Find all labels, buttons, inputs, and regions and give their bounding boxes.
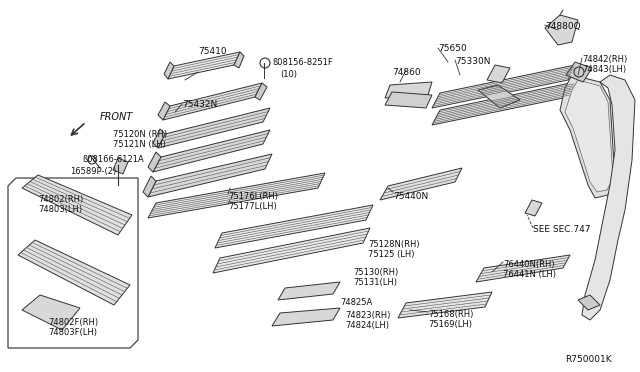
Text: 75130(RH): 75130(RH) bbox=[353, 268, 398, 277]
Polygon shape bbox=[487, 65, 510, 83]
Polygon shape bbox=[380, 168, 462, 200]
Polygon shape bbox=[213, 228, 370, 273]
Polygon shape bbox=[385, 82, 432, 98]
Polygon shape bbox=[148, 173, 325, 218]
Polygon shape bbox=[22, 175, 132, 235]
Polygon shape bbox=[278, 282, 340, 300]
Text: 75650: 75650 bbox=[438, 44, 467, 53]
Text: 75177L(LH): 75177L(LH) bbox=[228, 202, 276, 211]
Text: R750001K: R750001K bbox=[565, 355, 612, 364]
Text: 76441N (LH): 76441N (LH) bbox=[503, 270, 556, 279]
Text: 74824(LH): 74824(LH) bbox=[345, 321, 389, 330]
Text: 74843(LH): 74843(LH) bbox=[582, 65, 626, 74]
Polygon shape bbox=[432, 65, 575, 108]
Polygon shape bbox=[143, 176, 156, 197]
Polygon shape bbox=[255, 83, 267, 100]
Polygon shape bbox=[22, 295, 80, 330]
Polygon shape bbox=[153, 130, 270, 172]
Polygon shape bbox=[478, 85, 520, 108]
Text: 75176L(RH): 75176L(RH) bbox=[228, 192, 278, 201]
Text: 75440N: 75440N bbox=[393, 192, 428, 201]
Text: 75125 (LH): 75125 (LH) bbox=[368, 250, 415, 259]
Polygon shape bbox=[432, 82, 575, 125]
Text: 75410: 75410 bbox=[198, 47, 227, 56]
Text: 75121N (LH): 75121N (LH) bbox=[113, 140, 166, 149]
Text: 74823(RH): 74823(RH) bbox=[345, 311, 390, 320]
Text: 74842(RH): 74842(RH) bbox=[582, 55, 627, 64]
Text: 16589P-(2): 16589P-(2) bbox=[70, 167, 116, 176]
Polygon shape bbox=[476, 255, 570, 282]
Text: 74802(RH): 74802(RH) bbox=[38, 195, 83, 204]
Polygon shape bbox=[18, 240, 130, 305]
Polygon shape bbox=[560, 75, 615, 198]
Text: SEE SEC.747: SEE SEC.747 bbox=[533, 225, 591, 234]
Polygon shape bbox=[168, 52, 240, 79]
Polygon shape bbox=[148, 152, 161, 172]
Text: 75169(LH): 75169(LH) bbox=[428, 320, 472, 329]
Polygon shape bbox=[545, 15, 578, 45]
Text: 75432N: 75432N bbox=[182, 100, 217, 109]
Polygon shape bbox=[578, 295, 600, 310]
Text: FRONT: FRONT bbox=[100, 112, 133, 122]
Polygon shape bbox=[163, 83, 262, 120]
Text: 74825A: 74825A bbox=[340, 298, 372, 307]
Text: 74802F(RH): 74802F(RH) bbox=[48, 318, 98, 327]
Polygon shape bbox=[164, 62, 174, 79]
Text: 75168(RH): 75168(RH) bbox=[428, 310, 474, 319]
Text: ß08156-8251F: ß08156-8251F bbox=[272, 58, 333, 67]
Polygon shape bbox=[158, 108, 270, 148]
Text: 75120N (RH): 75120N (RH) bbox=[113, 130, 167, 139]
Polygon shape bbox=[582, 75, 635, 320]
Polygon shape bbox=[385, 92, 432, 108]
Polygon shape bbox=[158, 102, 170, 120]
Text: 74860: 74860 bbox=[392, 68, 420, 77]
Polygon shape bbox=[153, 129, 165, 148]
Polygon shape bbox=[272, 308, 340, 326]
Polygon shape bbox=[148, 154, 272, 197]
Polygon shape bbox=[113, 158, 128, 174]
Polygon shape bbox=[234, 52, 244, 68]
Text: 76440N(RH): 76440N(RH) bbox=[503, 260, 555, 269]
Polygon shape bbox=[8, 178, 138, 348]
Polygon shape bbox=[215, 205, 373, 248]
Text: 74803(LH): 74803(LH) bbox=[38, 205, 82, 214]
Polygon shape bbox=[525, 200, 542, 216]
Text: 75131(LH): 75131(LH) bbox=[353, 278, 397, 287]
Polygon shape bbox=[566, 62, 592, 82]
Text: 74880Q: 74880Q bbox=[545, 22, 580, 31]
Polygon shape bbox=[398, 292, 492, 318]
Text: (10): (10) bbox=[280, 70, 297, 79]
Text: 75128N(RH): 75128N(RH) bbox=[368, 240, 420, 249]
Text: ß08166-6121A: ß08166-6121A bbox=[82, 155, 144, 164]
Text: 74803F(LH): 74803F(LH) bbox=[48, 328, 97, 337]
Text: 75330N: 75330N bbox=[455, 57, 490, 66]
Polygon shape bbox=[565, 80, 613, 192]
